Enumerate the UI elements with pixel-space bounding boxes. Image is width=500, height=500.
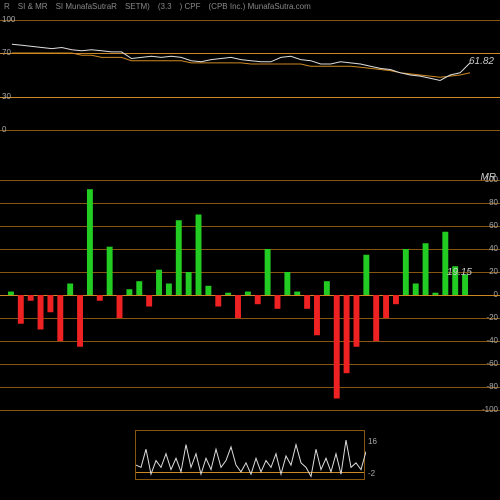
- current-value: 61.82: [469, 56, 494, 67]
- header-item: R: [4, 2, 10, 11]
- header-item: (CPB Inc.) MunafaSutra.com: [209, 2, 311, 11]
- axis-label: 16: [368, 437, 377, 446]
- rsi-chart: 0307010061.82: [0, 20, 500, 130]
- header-bar: R SI & MR SI MunafaSutraR SETM) (3.3 ) C…: [0, 0, 500, 13]
- current-value: 19.15: [447, 267, 472, 278]
- mini-chart: 16-2: [135, 430, 365, 480]
- axis-label: -2: [368, 469, 375, 478]
- header-item: SI MunafaSutraR: [56, 2, 117, 11]
- header-item: SETM): [125, 2, 150, 11]
- header-item: ) CPF: [180, 2, 201, 11]
- gridline: [0, 410, 500, 411]
- header-item: SI & MR: [18, 2, 48, 11]
- header-item: (3.3: [158, 2, 172, 11]
- gridline: [0, 130, 500, 131]
- mr-chart: -100-80-60-40-20020406080100MR19.15: [0, 180, 500, 410]
